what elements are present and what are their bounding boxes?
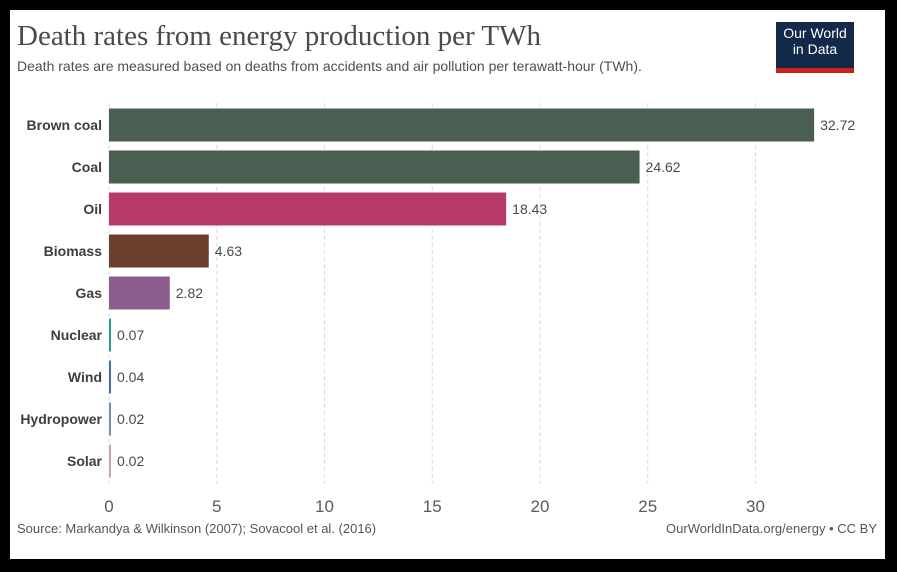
bar-biomass bbox=[109, 234, 209, 268]
value-label: 0.04 bbox=[117, 369, 144, 385]
category-label: Hydropower bbox=[20, 411, 102, 427]
category-label: Biomass bbox=[44, 243, 103, 259]
owid-logo[interactable]: Our World in Data bbox=[776, 22, 854, 73]
logo-line-1: Our World bbox=[783, 25, 847, 41]
value-label: 2.82 bbox=[176, 285, 203, 301]
value-label: 24.62 bbox=[646, 159, 681, 175]
value-label: 4.63 bbox=[215, 243, 242, 259]
bar-nuclear bbox=[109, 318, 111, 352]
x-tick-label: 20 bbox=[531, 497, 550, 516]
category-label: Oil bbox=[83, 201, 102, 217]
logo-line-2: in Data bbox=[792, 41, 838, 57]
x-tick-label: 10 bbox=[315, 497, 334, 516]
bar-wind bbox=[109, 360, 111, 394]
x-tick-label: 5 bbox=[212, 497, 221, 516]
bar-solar bbox=[109, 444, 111, 478]
bar-oil bbox=[109, 192, 507, 226]
bar-coal bbox=[109, 150, 640, 184]
x-tick-label: 0 bbox=[104, 497, 113, 516]
credit-link[interactable]: OurWorldInData.org/energy • CC BY bbox=[666, 521, 877, 536]
value-label: 0.02 bbox=[117, 411, 144, 427]
value-label: 0.07 bbox=[117, 327, 144, 343]
category-label: Coal bbox=[72, 159, 102, 175]
x-tick-label: 25 bbox=[638, 497, 657, 516]
bar-hydropower bbox=[109, 402, 111, 436]
x-tick-label: 30 bbox=[746, 497, 765, 516]
category-label: Brown coal bbox=[27, 117, 102, 133]
bar-brown-coal bbox=[109, 108, 815, 142]
category-label: Gas bbox=[76, 285, 103, 301]
value-label: 18.43 bbox=[512, 201, 547, 217]
chart-subtitle: Death rates are measured based on deaths… bbox=[17, 58, 642, 74]
x-tick-label: 15 bbox=[423, 497, 442, 516]
chart-title: Death rates from energy production per T… bbox=[17, 20, 541, 52]
category-label: Wind bbox=[68, 369, 102, 385]
source-note[interactable]: Source: Markandya & Wilkinson (2007); So… bbox=[17, 521, 377, 536]
value-label: 0.02 bbox=[117, 453, 144, 469]
category-label: Solar bbox=[67, 453, 103, 469]
value-label: 32.72 bbox=[820, 117, 855, 133]
category-label: Nuclear bbox=[51, 327, 103, 343]
bar-gas bbox=[109, 276, 170, 310]
